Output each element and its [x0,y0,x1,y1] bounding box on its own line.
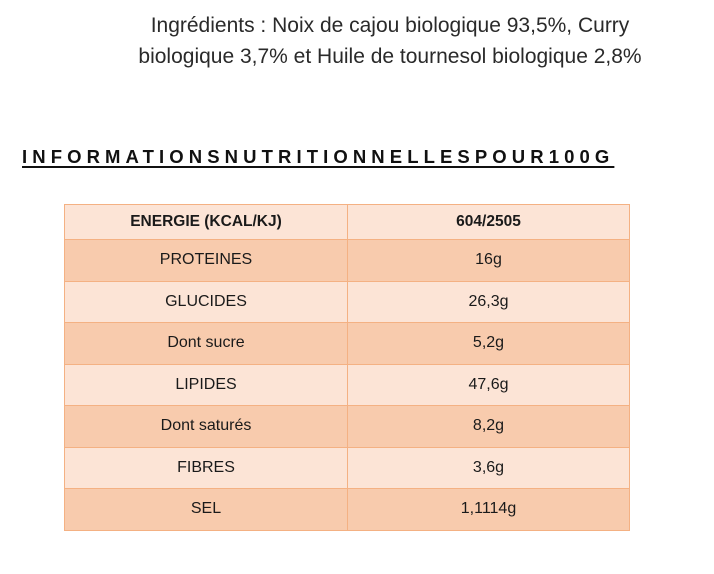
ingredients-text: Ingrédients : Noix de cajou biologique 9… [70,10,710,72]
ingredients-line-2: biologique 3,7% et Huile de tournesol bi… [138,45,642,68]
nutrient-value: 3,6g [347,446,630,489]
nutrient-label: FIBRES [64,446,348,489]
table-row: FIBRES 3,6g [64,446,630,489]
table-row: SEL 1,1114g [64,488,630,531]
table-row: Dont sucre 5,2g [64,322,630,365]
nutrient-label: Dont saturés [64,405,348,448]
nutrient-label: LIPIDES [64,363,348,406]
energy-value: 604/2505 [347,204,630,240]
nutrient-value: 8,2g [347,405,630,448]
ingredients-line-1: Ingrédients : Noix de cajou biologique 9… [150,14,630,37]
nutrient-label: SEL [64,488,348,531]
nutrient-label: Dont sucre [64,322,348,365]
nutrient-label: GLUCIDES [64,280,348,323]
nutrition-heading: INFORMATIONSNUTRITIONNELLESPOUR100G [22,146,615,167]
energy-label: ENERGIE (KCAL/KJ) [64,204,348,240]
table-header-row: ENERGIE (KCAL/KJ) 604/2505 [64,204,630,240]
table-row: GLUCIDES 26,3g [64,280,630,323]
table-row: LIPIDES 47,6g [64,363,630,406]
nutrient-value: 26,3g [347,280,630,323]
nutrient-value: 5,2g [347,322,630,365]
nutrition-table: ENERGIE (KCAL/KJ) 604/2505 PROTEINES 16g… [64,204,630,531]
nutrient-value: 16g [347,239,630,282]
table-row: Dont saturés 8,2g [64,405,630,448]
nutrient-value: 47,6g [347,363,630,406]
nutrient-value: 1,1114g [347,488,630,531]
nutrient-label: PROTEINES [64,239,348,282]
table-row: PROTEINES 16g [64,239,630,282]
